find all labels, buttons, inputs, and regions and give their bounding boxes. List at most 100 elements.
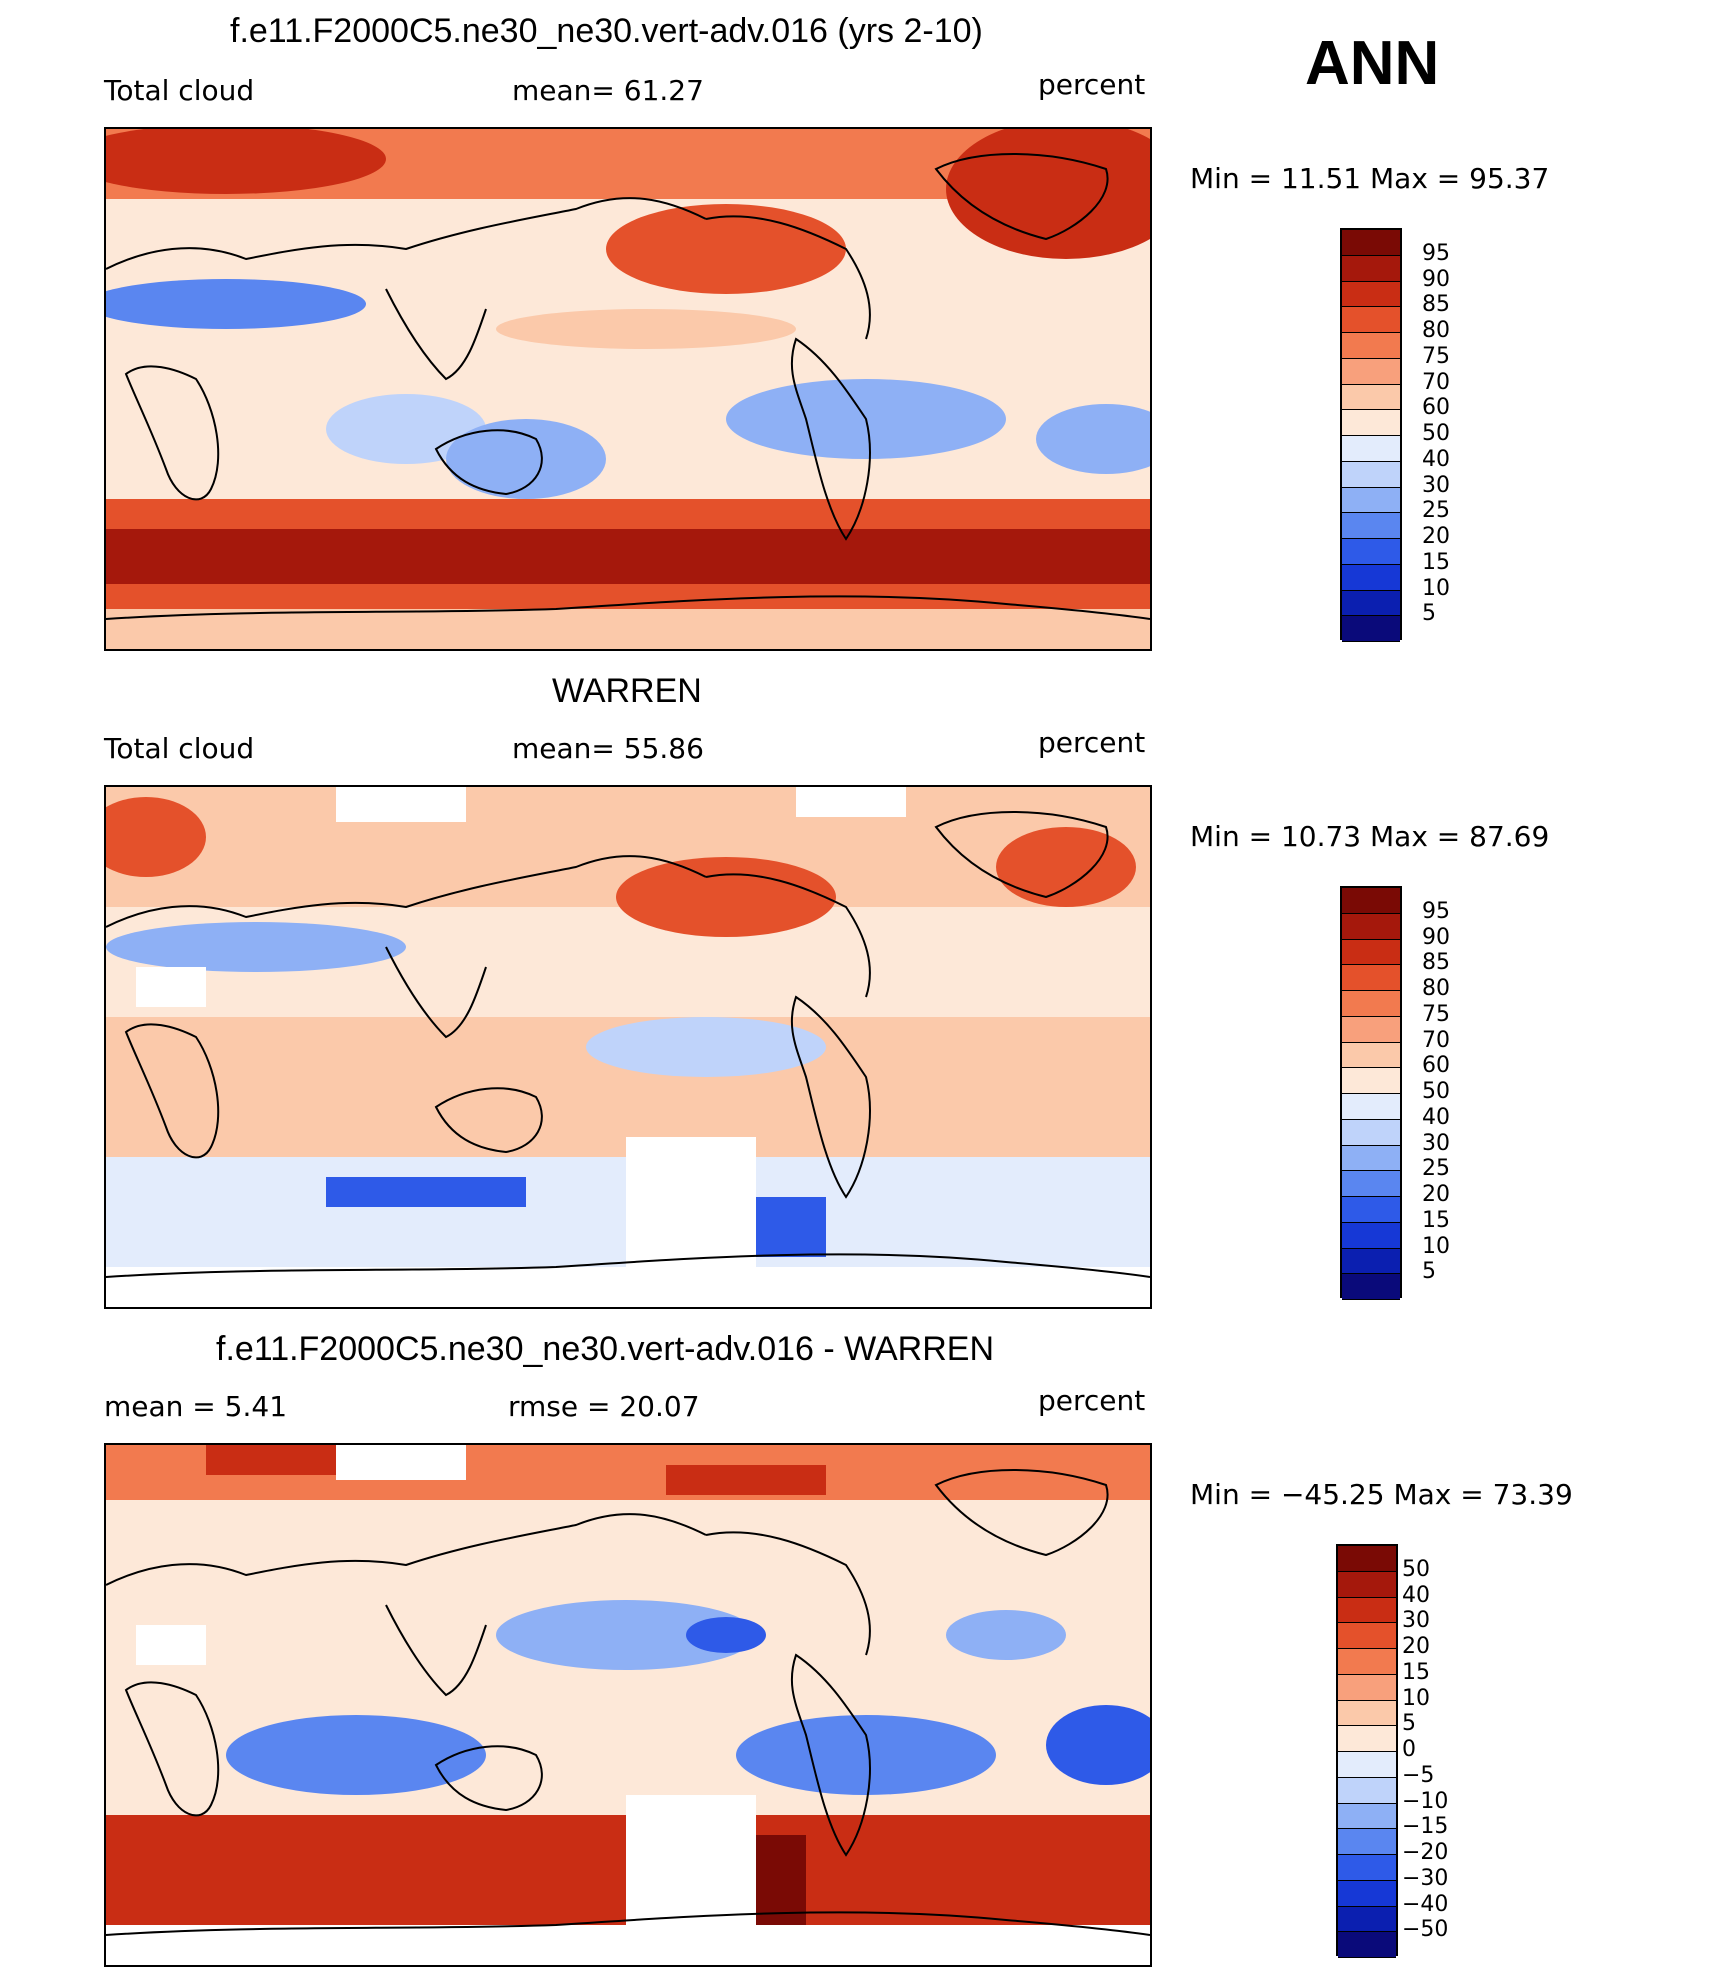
colorbar-tick-label: 25: [1422, 1156, 1450, 1182]
panel3-title: f.e11.F2000C5.ne30_ne30.vert-adv.016 - W…: [216, 1330, 995, 1368]
colorbar-swatch: [1342, 616, 1400, 642]
panel2-map: [104, 785, 1152, 1309]
missing-data-4: [136, 967, 206, 1007]
colorbar-swatch: [1338, 1880, 1396, 1907]
colorbar-swatch: [1342, 913, 1400, 940]
colorbar-tick-label: 80: [1422, 976, 1450, 1001]
colorbar-swatch: [1342, 1248, 1400, 1275]
south-atlantic-negative: [1046, 1705, 1150, 1785]
colorbar-tick-label: 5: [1422, 1259, 1436, 1285]
colorbar-swatch: [1338, 1726, 1396, 1752]
colorbar-swatch: [1342, 255, 1400, 282]
missing-data-2: [336, 787, 466, 822]
colorbar-swatch: [1342, 461, 1400, 488]
colorbar-swatch: [1338, 1752, 1396, 1778]
colorbar-swatch: [1342, 384, 1400, 411]
panel3-rmse-label: rmse = 20.07: [508, 1390, 700, 1423]
panel1-map-svg: [106, 129, 1150, 649]
panel3-map-svg: [106, 1445, 1150, 1965]
missing-data-3: [136, 1625, 206, 1665]
panel3-map: [104, 1443, 1152, 1967]
panel1-title: f.e11.F2000C5.ne30_ne30.vert-adv.016 (yr…: [230, 12, 983, 50]
southern-ocean-low-1: [326, 1177, 526, 1207]
panel1-variable-label: Total cloud: [104, 74, 255, 107]
colorbar-tick-label: 70: [1422, 1027, 1450, 1053]
colorbar-swatch: [1338, 1906, 1396, 1933]
labrador-high-cloud: [996, 827, 1136, 907]
colorbar-swatch: [1338, 1829, 1396, 1855]
colorbar-tick-label: 15: [1422, 1207, 1450, 1233]
indian-ocean-low-cloud: [326, 394, 486, 464]
colorbar-tick-label: −50: [1402, 1917, 1449, 1943]
colorbar-tick-label: 80: [1422, 318, 1450, 343]
colorbar-tick-label: 90: [1422, 266, 1450, 292]
colorbar-tick-label: 60: [1422, 1053, 1450, 1079]
north-atlantic-high-cloud: [106, 797, 206, 877]
colorbar-tick-label: 40: [1422, 446, 1450, 472]
pacific-negative-core: [686, 1617, 766, 1653]
colorbar-swatch: [1342, 965, 1400, 991]
north-pacific-high-cloud: [616, 857, 836, 937]
colorbar-swatch: [1342, 1145, 1400, 1172]
panel1-mean-label: mean= 61.27: [512, 74, 704, 107]
colorbar-tick-label: −20: [1402, 1840, 1449, 1865]
colorbar-tick-label: 10: [1422, 575, 1450, 601]
colorbar-swatch: [1342, 513, 1400, 539]
panel1-map: [104, 127, 1152, 651]
colorbar-tick-label: 60: [1422, 395, 1450, 421]
arctic-high-cloud: [106, 129, 386, 194]
colorbar-swatch: [1342, 1119, 1400, 1146]
southern-ocean-core: [106, 529, 1150, 584]
panel3-mean-label: mean = 5.41: [104, 1390, 288, 1423]
sahara-low-cloud: [106, 279, 366, 329]
panel1-units-label: percent: [1038, 68, 1146, 101]
colorbar-swatch: [1342, 991, 1400, 1017]
antarctic-edge: [106, 609, 1150, 649]
colorbar-swatch: [1342, 307, 1400, 333]
colorbar-swatch: [1338, 1571, 1396, 1598]
colorbar-swatch: [1338, 1597, 1396, 1624]
colorbar-tick-label: 15: [1422, 549, 1450, 575]
antarctica-missing: [106, 1925, 1150, 1965]
colorbar-tick-label: 10: [1422, 1233, 1450, 1259]
north-atlantic-high-cloud: [946, 129, 1150, 259]
panel2-minmax: Min = 10.73 Max = 87.69: [1190, 820, 1550, 853]
panel3-units-label: percent: [1038, 1384, 1146, 1417]
panel2-title: WARREN: [552, 672, 702, 710]
arctic-diff-high-2: [666, 1465, 826, 1495]
panel2-colorbar-swatches: [1340, 886, 1402, 1300]
colorbar-swatch: [1342, 281, 1400, 308]
colorbar-swatch: [1338, 1700, 1396, 1727]
colorbar-swatch: [1342, 1171, 1400, 1197]
colorbar-tick-label: 20: [1402, 1634, 1430, 1659]
colorbar-tick-label: 85: [1422, 950, 1450, 976]
colorbar-swatch: [1342, 1222, 1400, 1249]
antarctica-missing: [106, 1267, 1150, 1307]
panel3-colorbar-swatches: [1336, 1544, 1398, 1958]
south-pacific-negative: [736, 1715, 996, 1795]
colorbar-swatch: [1342, 487, 1400, 514]
missing-data-1: [626, 1795, 756, 1925]
pacific-negative-1: [496, 1600, 756, 1670]
colorbar-tick-label: 50: [1422, 421, 1450, 446]
colorbar-swatch: [1342, 410, 1400, 436]
colorbar-tick-label: −30: [1402, 1865, 1449, 1891]
colorbar-tick-label: 5: [1402, 1711, 1416, 1737]
colorbar-tick-label: −15: [1402, 1814, 1449, 1840]
panel2-variable-label: Total cloud: [104, 732, 255, 765]
australia-low-cloud: [446, 419, 606, 499]
colorbar-tick-label: 5: [1422, 601, 1436, 627]
colorbar-tick-label: 20: [1422, 524, 1450, 549]
pacific-itcz: [496, 309, 796, 349]
missing-data-1: [626, 1137, 756, 1267]
colorbar-swatch: [1342, 564, 1400, 591]
colorbar-tick-label: 0: [1402, 1737, 1416, 1762]
colorbar-swatch: [1338, 1546, 1396, 1572]
panel1-minmax: Min = 11.51 Max = 95.37: [1190, 162, 1550, 195]
panel3-minmax: Min = −45.25 Max = 73.39: [1190, 1478, 1573, 1511]
sahara-low-cloud: [106, 922, 406, 972]
missing-data-3: [796, 787, 906, 817]
colorbar-tick-label: −40: [1402, 1891, 1449, 1917]
colorbar-tick-label: 70: [1422, 369, 1450, 395]
colorbar-swatch: [1342, 1042, 1400, 1069]
